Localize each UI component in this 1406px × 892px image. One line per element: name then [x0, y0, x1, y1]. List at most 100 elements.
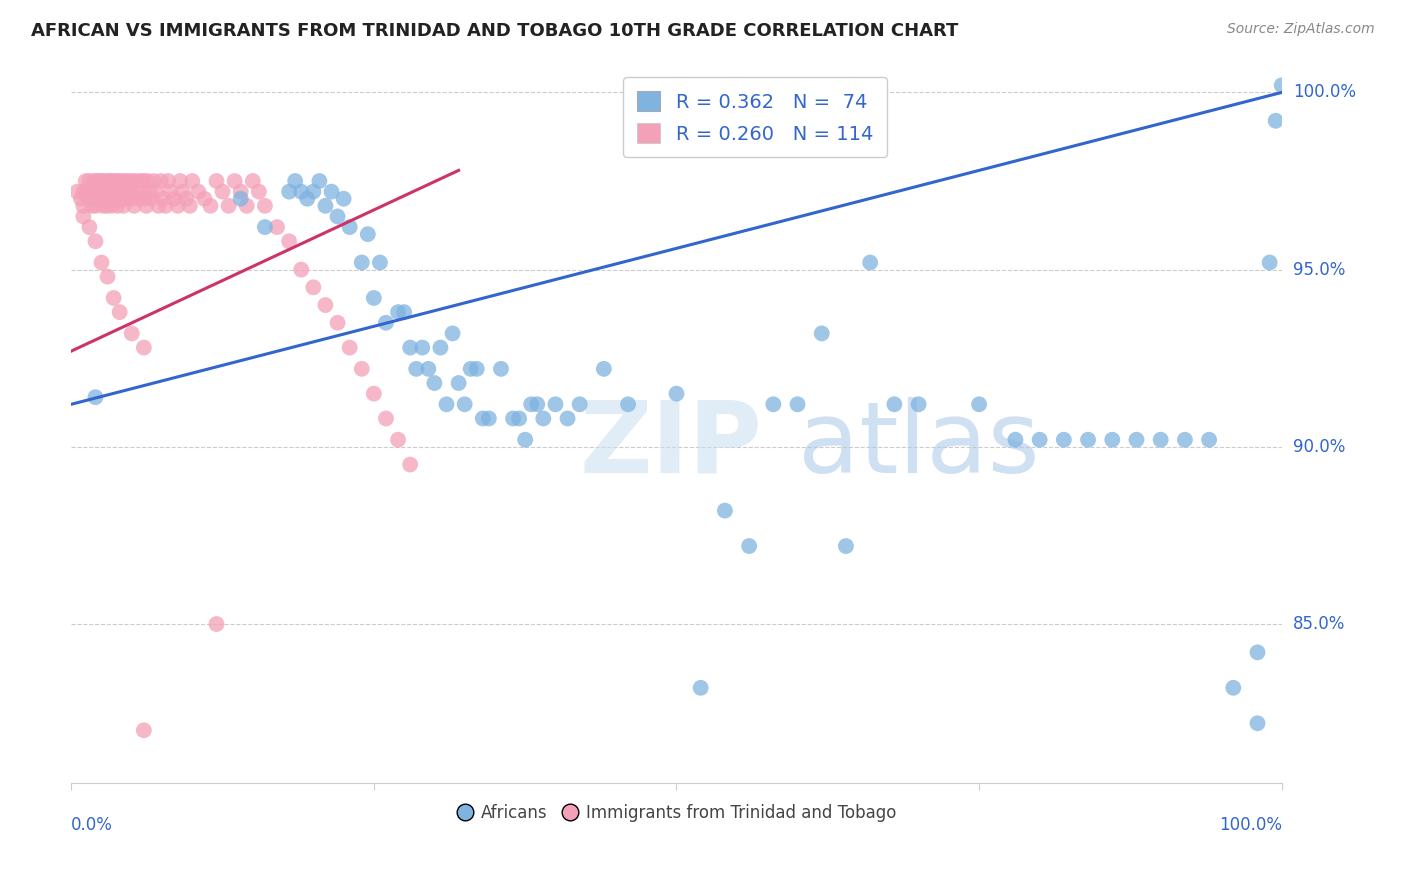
- Point: [96, 199, 118, 213]
- Point: [87, 174, 110, 188]
- Point: [142, 174, 165, 188]
- Point: [405, 362, 427, 376]
- Point: [224, 174, 246, 188]
- Point: [236, 199, 259, 213]
- Point: [205, 174, 228, 188]
- Point: [110, 174, 132, 188]
- Point: [423, 376, 446, 390]
- Point: [1174, 433, 1197, 447]
- Point: [1125, 433, 1147, 447]
- Point: [200, 199, 222, 213]
- Point: [339, 220, 361, 235]
- Text: 100.0%: 100.0%: [1219, 816, 1282, 834]
- Point: [399, 341, 422, 355]
- Point: [375, 411, 398, 425]
- Point: [103, 185, 125, 199]
- Point: [89, 185, 111, 199]
- Point: [163, 192, 186, 206]
- Point: [187, 185, 209, 199]
- Point: [253, 199, 276, 213]
- Point: [1028, 433, 1050, 447]
- Point: [82, 185, 104, 199]
- Point: [166, 199, 188, 213]
- Point: [79, 220, 101, 235]
- Point: [266, 220, 288, 235]
- Point: [387, 433, 409, 447]
- Point: [350, 255, 373, 269]
- Point: [531, 411, 554, 425]
- Point: [97, 192, 120, 206]
- Point: [253, 220, 276, 235]
- Point: [883, 397, 905, 411]
- Point: [122, 199, 145, 213]
- Point: [90, 174, 112, 188]
- Point: [544, 397, 567, 411]
- Point: [465, 362, 488, 376]
- Point: [810, 326, 832, 341]
- Point: [387, 305, 409, 319]
- Point: [568, 397, 591, 411]
- Point: [134, 192, 156, 206]
- Point: [72, 199, 94, 213]
- Point: [79, 174, 101, 188]
- Point: [79, 185, 101, 199]
- Text: 85.0%: 85.0%: [1294, 615, 1346, 633]
- Point: [159, 185, 181, 199]
- Point: [302, 185, 325, 199]
- Legend: Africans, Immigrants from Trinidad and Tobago: Africans, Immigrants from Trinidad and T…: [450, 797, 903, 830]
- Point: [94, 185, 117, 199]
- Point: [557, 411, 579, 425]
- Point: [148, 199, 170, 213]
- Point: [617, 397, 640, 411]
- Point: [72, 210, 94, 224]
- Point: [357, 227, 380, 242]
- Point: [1271, 78, 1294, 93]
- Point: [105, 199, 128, 213]
- Point: [314, 199, 336, 213]
- Point: [91, 199, 114, 213]
- Point: [105, 185, 128, 199]
- Point: [169, 174, 191, 188]
- Point: [326, 316, 349, 330]
- Point: [247, 185, 270, 199]
- Point: [84, 234, 107, 248]
- Point: [86, 174, 108, 188]
- Point: [1053, 433, 1076, 447]
- Point: [278, 185, 301, 199]
- Point: [135, 199, 157, 213]
- Point: [290, 262, 312, 277]
- Point: [211, 185, 233, 199]
- Point: [107, 174, 129, 188]
- Point: [242, 174, 264, 188]
- Point: [181, 174, 204, 188]
- Point: [193, 192, 215, 206]
- Point: [1264, 113, 1286, 128]
- Point: [149, 174, 172, 188]
- Point: [90, 255, 112, 269]
- Point: [114, 174, 136, 188]
- Point: [302, 280, 325, 294]
- Point: [117, 174, 139, 188]
- Point: [478, 411, 501, 425]
- Point: [174, 192, 197, 206]
- Point: [124, 174, 146, 188]
- Point: [79, 192, 101, 206]
- Point: [907, 397, 929, 411]
- Point: [84, 185, 107, 199]
- Point: [689, 681, 711, 695]
- Text: ZIP: ZIP: [579, 397, 762, 494]
- Point: [94, 192, 117, 206]
- Point: [762, 397, 785, 411]
- Point: [111, 192, 134, 206]
- Point: [96, 185, 118, 199]
- Point: [77, 192, 100, 206]
- Point: [786, 397, 808, 411]
- Point: [502, 411, 524, 425]
- Point: [104, 174, 127, 188]
- Point: [290, 185, 312, 199]
- Text: 100.0%: 100.0%: [1294, 84, 1355, 102]
- Point: [738, 539, 761, 553]
- Point: [436, 397, 458, 411]
- Point: [1246, 716, 1268, 731]
- Point: [460, 362, 482, 376]
